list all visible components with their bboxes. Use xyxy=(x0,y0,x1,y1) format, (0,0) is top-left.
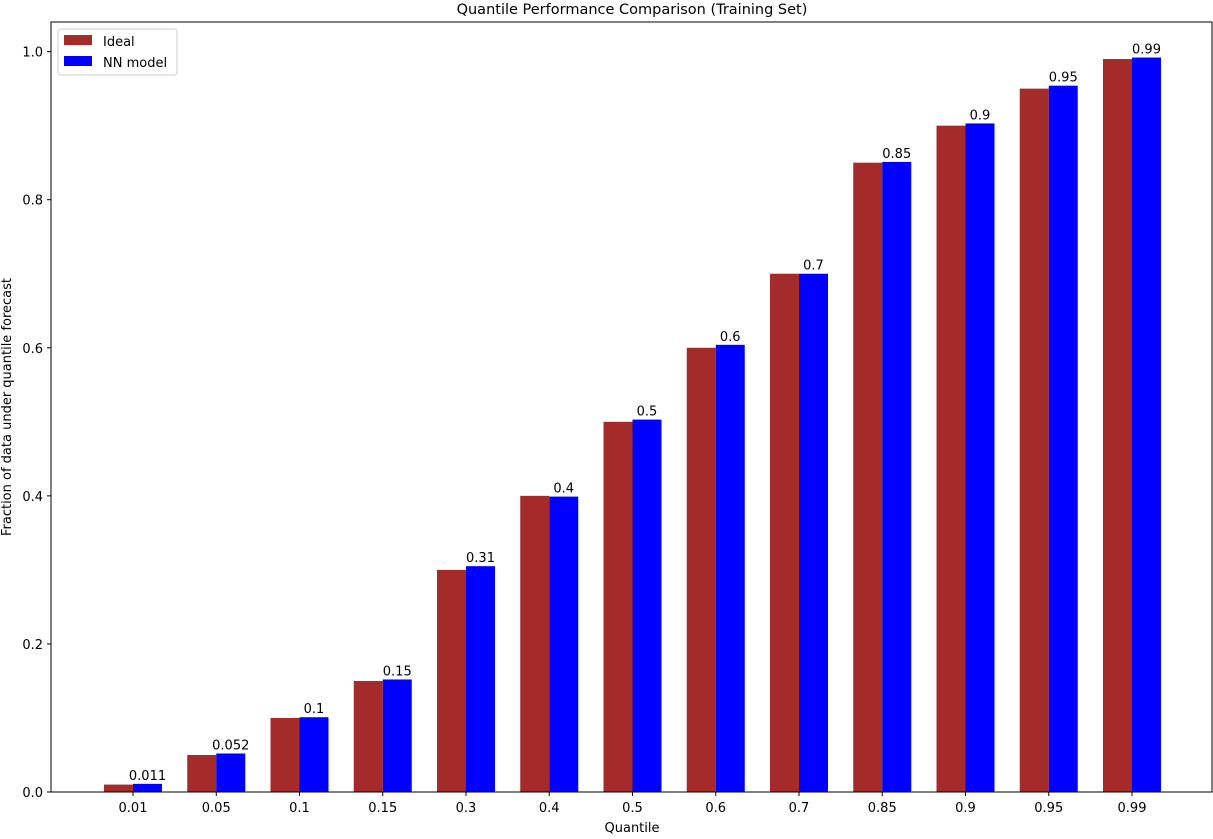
bar-ideal-0.95 xyxy=(1019,88,1049,792)
bar-ideal-0.9 xyxy=(936,125,966,792)
bar-ideal-0.05 xyxy=(187,754,217,792)
bar-ideal-0.5 xyxy=(603,421,633,792)
bar-nn-model-0.6 xyxy=(715,344,745,792)
data-label-0.99: 0.99 xyxy=(1132,43,1161,58)
legend-label-ideal: Ideal xyxy=(103,35,135,50)
y-tick-label: 0.4 xyxy=(22,490,43,505)
x-tick-label: 0.1 xyxy=(289,801,310,816)
data-label-0.3: 0.31 xyxy=(466,551,495,566)
bar-ideal-0.1 xyxy=(270,717,300,792)
x-tick-label: 0.4 xyxy=(539,801,560,816)
bar-nn-model-0.85 xyxy=(882,161,912,793)
legend-swatch-nn-model xyxy=(64,56,92,66)
bar-nn-model-0.15 xyxy=(382,679,412,792)
x-tick-label: 0.01 xyxy=(119,801,148,816)
x-tick-label: 0.5 xyxy=(622,801,643,816)
bar-nn-model-0.01 xyxy=(133,783,162,792)
bar-nn-model-0.5 xyxy=(632,419,662,792)
bar-nn-model-0.4 xyxy=(549,496,579,792)
bar-ideal-0.15 xyxy=(353,680,383,792)
y-axis-label: Fraction of data under quantile forecast xyxy=(0,278,15,536)
y-tick-label: 0.2 xyxy=(22,638,43,653)
bar-nn-model-0.99 xyxy=(1132,57,1161,793)
chart-title: Quantile Performance Comparison (Trainin… xyxy=(457,2,808,18)
data-label-0.1: 0.1 xyxy=(304,702,325,717)
x-tick-label: 0.6 xyxy=(705,801,726,816)
legend-swatch-ideal xyxy=(64,35,92,45)
y-tick-label: 0.8 xyxy=(22,194,43,209)
bar-nn-model-0.1 xyxy=(299,717,329,792)
x-tick-label: 0.7 xyxy=(789,801,810,816)
legend: Ideal NN model xyxy=(57,28,178,76)
data-label-0.95: 0.95 xyxy=(1049,71,1078,86)
bar-nn-model-0.05 xyxy=(216,753,246,792)
bar-ideal-0.3 xyxy=(437,569,466,792)
x-tick-label: 0.95 xyxy=(1034,801,1063,816)
y-tick-label: 1.0 xyxy=(22,46,43,61)
bar-ideal-0.99 xyxy=(1103,59,1132,793)
bar-ideal-0.85 xyxy=(853,162,883,792)
x-tick-label: 0.85 xyxy=(868,801,897,816)
x-tick-label: 0.9 xyxy=(955,801,976,816)
y-tick-label: 0.6 xyxy=(22,342,43,357)
x-tick-label: 0.99 xyxy=(1118,801,1147,816)
data-label-0.01: 0.011 xyxy=(129,769,166,784)
y-tick-label: 0.0 xyxy=(22,786,43,801)
bar-nn-model-0.7 xyxy=(799,273,828,792)
plot-frame xyxy=(50,21,1213,793)
data-label-0.15: 0.15 xyxy=(383,664,412,679)
bar-nn-model-0.3 xyxy=(466,566,495,792)
bar-ideal-0.4 xyxy=(520,495,550,792)
data-label-0.5: 0.5 xyxy=(637,405,658,420)
x-tick-label: 0.3 xyxy=(456,801,477,816)
x-axis-label: Quantile xyxy=(605,821,660,835)
bar-nn-model-0.9 xyxy=(965,123,995,793)
x-tick-label: 0.15 xyxy=(368,801,397,816)
data-label-0.6: 0.6 xyxy=(720,330,741,345)
data-label-0.4: 0.4 xyxy=(553,482,574,497)
bar-ideal-0.01 xyxy=(104,784,133,792)
bar-ideal-0.7 xyxy=(770,273,799,792)
legend-label-nn-model: NN model xyxy=(103,56,167,71)
data-label-0.05: 0.052 xyxy=(212,739,249,754)
data-label-0.7: 0.7 xyxy=(803,259,824,274)
bar-ideal-0.6 xyxy=(686,347,716,792)
x-tick-label: 0.05 xyxy=(202,801,231,816)
data-label-0.85: 0.85 xyxy=(882,147,911,162)
data-label-0.9: 0.9 xyxy=(970,108,991,123)
bar-nn-model-0.95 xyxy=(1048,85,1078,792)
